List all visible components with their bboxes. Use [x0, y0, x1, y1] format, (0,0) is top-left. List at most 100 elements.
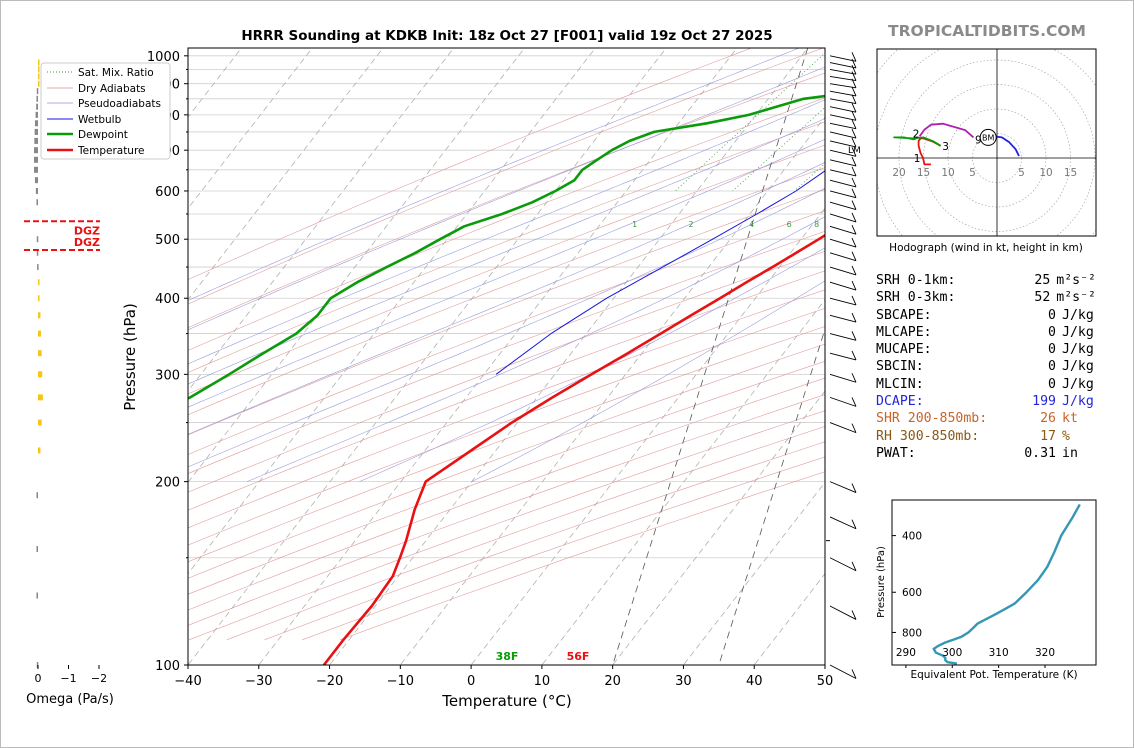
dry-adiabat [188, 250, 825, 493]
x-tick-label: 30 [675, 674, 692, 689]
wind-barb [829, 481, 857, 493]
isotherm [188, 48, 384, 301]
mixing-ratio-label: 13 [860, 220, 870, 229]
hodograph-height-label: 9 [975, 134, 982, 146]
omega-bar [36, 249, 39, 256]
stat-unit: J/kg [1062, 376, 1094, 392]
barb-staff [829, 396, 857, 407]
barb-staff [829, 225, 857, 235]
skewt-ylabel: Pressure (hPa) [121, 303, 139, 411]
barb-flag [851, 65, 857, 75]
theta-e-line [932, 503, 1081, 665]
omega-bar [38, 295, 40, 302]
dry-adiabat [188, 97, 825, 351]
x-tick-label: 40 [746, 674, 763, 689]
stat-label: MUCAPE: [876, 342, 932, 358]
legend-label: Wetbulb [78, 114, 122, 126]
surface-temperature-label: 56F [567, 650, 590, 663]
wind-barb [829, 212, 857, 223]
wind-barb [829, 557, 857, 572]
pseudoadiabat [471, 280, 825, 482]
barb-flag [851, 102, 857, 113]
barb-flag [851, 610, 857, 620]
omega-tick-label: −1 [60, 672, 76, 685]
omega-bar [36, 592, 38, 599]
omega-bar [38, 330, 42, 337]
dry-adiabat [188, 167, 825, 416]
skewt-plot: 1 2 4 6 8 10 13 16 20 24 30 36 −40 −30 −20 −10 0 10 20 30 4… [121, 47, 870, 710]
hodograph-segment [917, 137, 942, 166]
dry-adiabat [188, 270, 825, 511]
barb-flag [851, 225, 857, 235]
barb-flag [851, 119, 857, 129]
theta-e-xlabel: Equivalent Pot. Temperature (K) [910, 669, 1077, 681]
theta-e-x-tick-label: 310 [989, 647, 1009, 659]
legend-item-pseudoadiabats: Pseudoadiabats [47, 98, 161, 110]
dry-adiabat [188, 394, 825, 626]
lm-label: LM [848, 146, 861, 156]
barb-staff [829, 179, 857, 188]
wind-barb [829, 65, 857, 75]
stat-row: SRH 0-3km: 52 m²s⁻² [876, 289, 1096, 306]
omega-bar [36, 88, 39, 95]
bunkers-label: BM [982, 133, 994, 142]
omega-bar [35, 187, 38, 194]
skewt-frame [187, 47, 826, 666]
stat-label: SRH 0-3km: [876, 290, 956, 306]
barb-staff [829, 481, 857, 493]
dry-adiabat [188, 72, 825, 329]
barb-staff [829, 159, 857, 167]
barb-staff [829, 266, 857, 276]
barb-staff [829, 131, 857, 139]
stat-row: MUCAPE: 0 J/kg [876, 341, 1096, 358]
omega-bar [38, 73, 40, 80]
pseudoadiabat [246, 216, 825, 482]
dry-adiabat [188, 189, 825, 436]
barb-flag [851, 188, 857, 198]
omega-bar [38, 312, 41, 319]
pseudoadiabat [188, 66, 825, 331]
stat-label: MLCIN: [876, 376, 924, 392]
hodograph-segment [918, 122, 975, 139]
omega-bar [38, 66, 40, 73]
stat-value: 0 [1048, 324, 1056, 340]
pseudoadiabat [188, 118, 825, 385]
legend-item-dry-adiabats: Dry Adiabats [47, 83, 146, 95]
reference-line [612, 48, 809, 665]
dewpoint-line [188, 94, 825, 400]
stat-label: SRH 0-1km: [876, 273, 956, 288]
omega-bar [36, 236, 39, 243]
barb-flag [851, 111, 857, 121]
mixing-ratio-line [793, 163, 825, 192]
wind-barb [829, 177, 857, 188]
barb-staff [829, 352, 857, 361]
stat-row: DCAPE: 199 J/kg [876, 393, 1096, 410]
stat-unit: m²s⁻² [1056, 273, 1096, 288]
watermark: TROPICALTIDBITS.COM [888, 22, 1086, 40]
wind-barb [829, 225, 857, 235]
hodograph-ring-label: 5 [1018, 167, 1025, 179]
legend: Sat. Mix. Ratio Dry Adiabats Pseudoadiab… [40, 62, 171, 160]
mixing-ratio-label: 2 [689, 220, 694, 229]
barb-flag [851, 251, 857, 261]
hodograph-ring-label: 15 [1064, 167, 1077, 179]
stat-row: SRH 0-1km: 25 m²s⁻² [876, 272, 1096, 289]
legend-label: Dewpoint [78, 129, 128, 141]
barb-flag [851, 71, 857, 81]
barb-staff [829, 664, 857, 679]
barb-flag [851, 312, 857, 323]
theta-e-y-tick-label: 600 [902, 587, 922, 599]
stat-label: SHR 200-850mb: [876, 411, 988, 427]
barb-staff [829, 90, 857, 97]
barb-staff [829, 98, 857, 105]
isotherm [188, 48, 313, 210]
omega-bar [38, 80, 40, 87]
legend-item-sat-mix-ratio: Sat. Mix. Ratio [47, 67, 154, 79]
barb-staff [829, 314, 857, 323]
stat-unit: kt [1062, 411, 1078, 427]
pseudoadiabat [188, 162, 825, 435]
wetbulb-line [495, 170, 825, 375]
omega-bar [38, 394, 43, 401]
theta-e-y-tick-label: 800 [902, 627, 922, 639]
isotherm [188, 48, 455, 392]
